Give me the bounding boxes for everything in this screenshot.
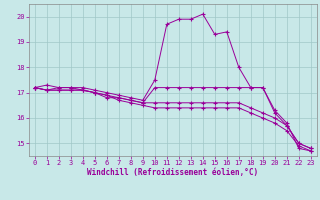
X-axis label: Windchill (Refroidissement éolien,°C): Windchill (Refroidissement éolien,°C) [87, 168, 258, 177]
